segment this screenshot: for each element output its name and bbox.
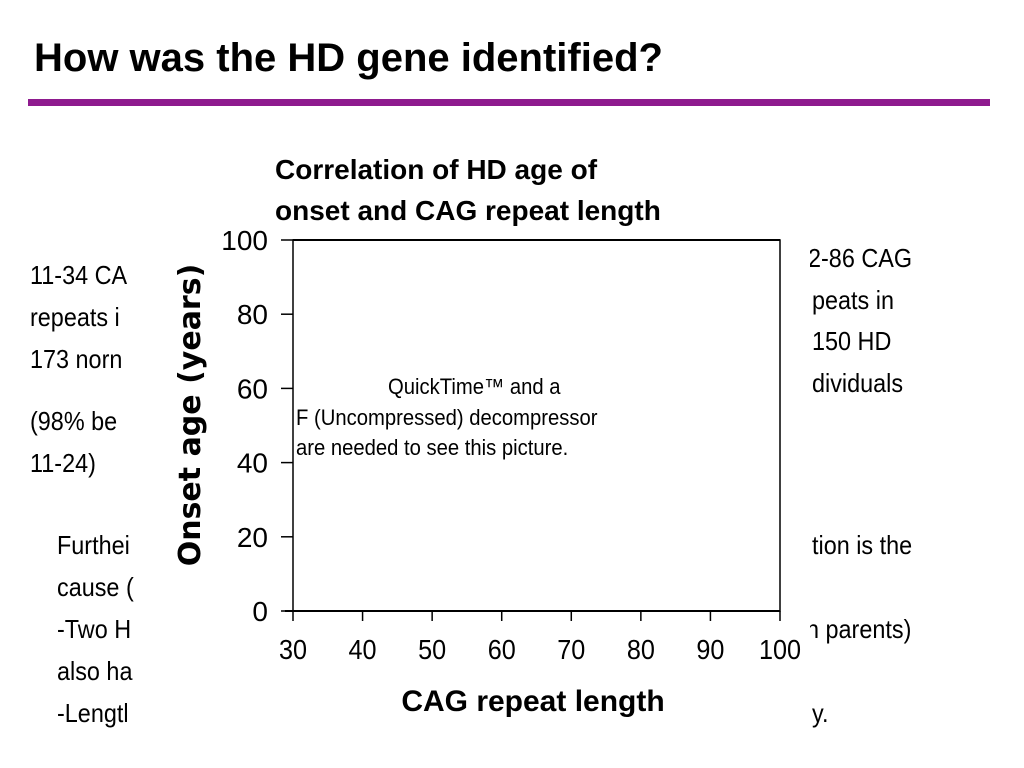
body-text-fragment: n parents) <box>806 614 912 644</box>
x-tick-label: 90 <box>696 634 724 666</box>
x-tick-label: 50 <box>418 634 446 666</box>
x-tick-label: 100 <box>759 634 801 666</box>
placeholder-text: are needed to see this picture. <box>296 435 569 460</box>
y-tick-label: 60 <box>237 373 268 404</box>
y-tick-label: 80 <box>237 299 268 330</box>
body-text-fragment: tion is the <box>812 530 913 560</box>
chart-image <box>167 150 810 725</box>
x-tick-label: 30 <box>279 634 307 666</box>
body-text-fragment: also ha <box>57 656 133 686</box>
body-text-fragment: 11-24) <box>30 448 96 478</box>
body-text-fragment: -Lengtl <box>57 698 129 728</box>
title-divider <box>28 99 990 106</box>
x-tick-label: 70 <box>557 634 585 666</box>
body-text-fragment: 150 HD <box>812 326 892 356</box>
placeholder-text: QuickTime™ and a <box>388 374 561 399</box>
body-text-fragment: repeats i <box>30 302 120 332</box>
slide-title: How was the HD gene identified? <box>34 36 663 80</box>
y-tick-label: 0 <box>252 596 268 627</box>
chart-title-line: Correlation of HD age of <box>275 154 598 185</box>
body-text-fragment: dividuals <box>812 368 904 398</box>
chart-title-line: onset and CAG repeat length <box>275 195 661 226</box>
y-axis-label: Onset age (years) <box>173 264 208 567</box>
body-text-fragment: 11-34 CA <box>30 260 128 290</box>
x-axis-label: CAG repeat length <box>401 685 664 718</box>
y-tick-label: 20 <box>237 522 268 553</box>
body-text-fragment: Furthei <box>57 530 130 560</box>
body-text-fragment: y. <box>812 698 829 728</box>
body-text-fragment: 173 norn <box>30 344 123 374</box>
x-tick-label: 60 <box>488 634 516 666</box>
x-tick-label: 40 <box>349 634 377 666</box>
placeholder-text: F (Uncompressed) decompressor <box>296 405 598 430</box>
y-tick-label: 100 <box>221 225 268 256</box>
body-text-fragment: peats in <box>812 285 894 315</box>
body-text-fragment: cause ( <box>57 572 134 602</box>
body-text-fragment: -Two H <box>57 614 132 644</box>
body-text-fragment: 2-86 CAG <box>808 243 913 273</box>
body-text-fragment: (98% be <box>30 406 118 436</box>
x-tick-label: 80 <box>627 634 655 666</box>
y-tick-label: 40 <box>237 448 268 479</box>
